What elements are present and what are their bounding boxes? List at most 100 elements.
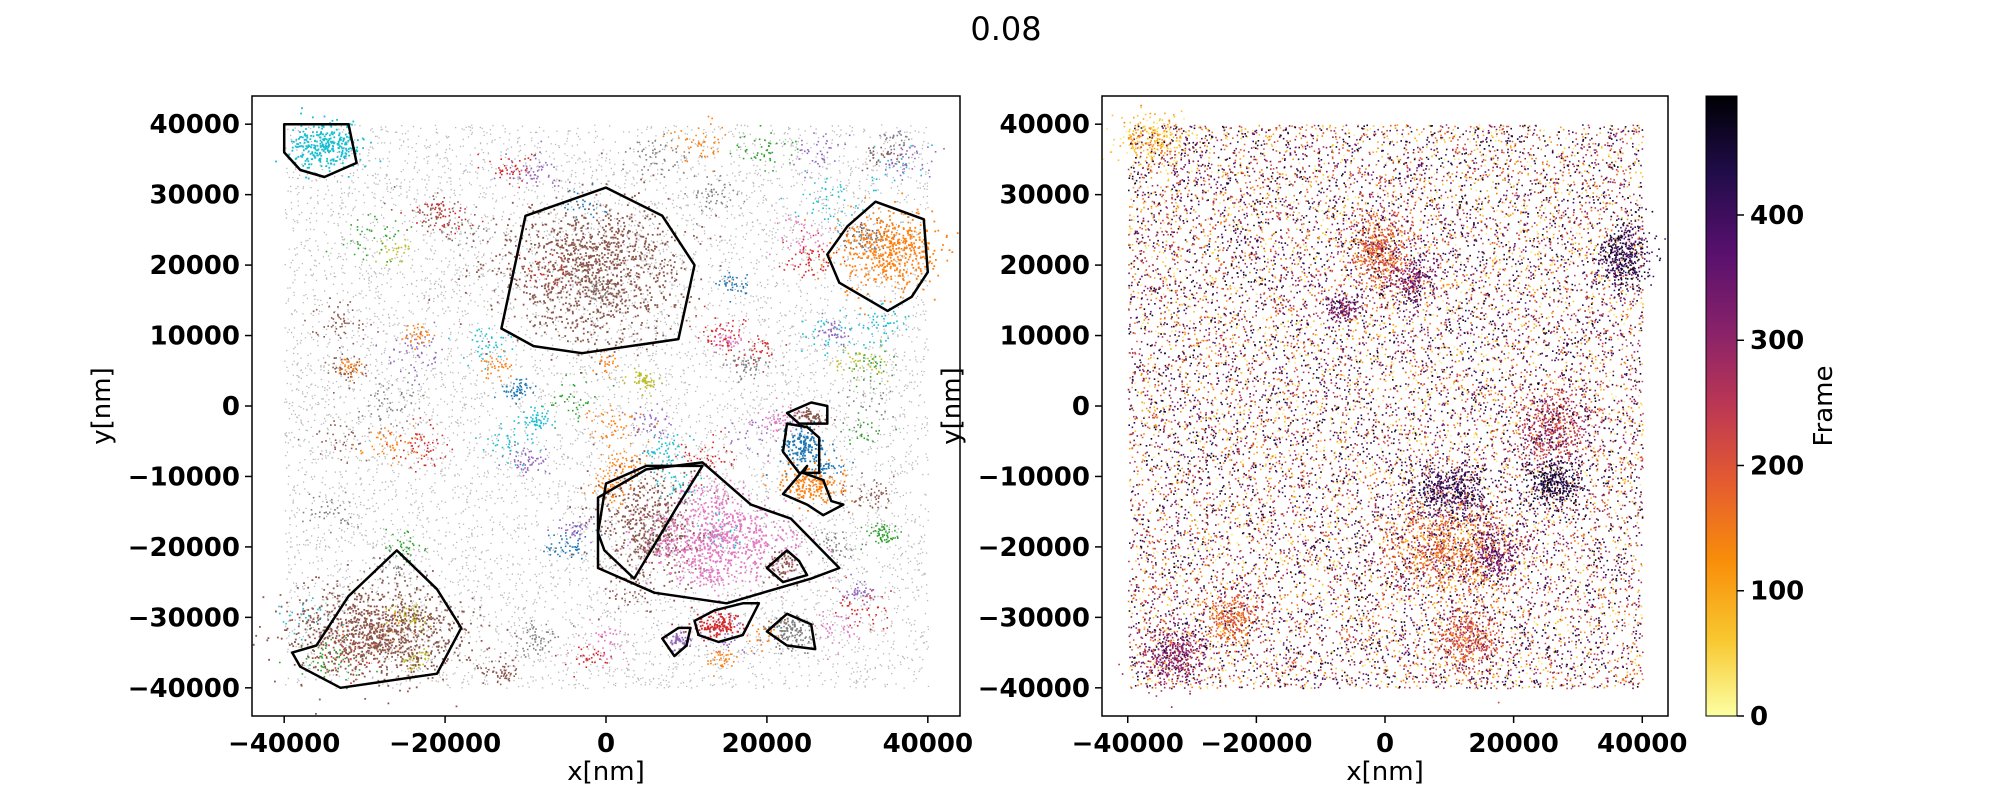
cluster-hull xyxy=(596,464,704,580)
frame-point xyxy=(1118,124,1644,697)
y-tick-label: 20000 xyxy=(1000,251,1090,281)
colorbar-tick-label: 0 xyxy=(1750,702,1768,732)
colorbar-label: Frame xyxy=(1809,365,1839,446)
small-cluster xyxy=(837,380,894,432)
small-cluster xyxy=(839,302,910,349)
y-tick-label: −10000 xyxy=(978,462,1090,492)
y-tick-label: 10000 xyxy=(1000,322,1090,352)
small-cluster xyxy=(793,132,851,179)
x-tick-label: −40000 xyxy=(228,729,340,759)
frame-point xyxy=(1127,124,1644,704)
x-tick-label: −40000 xyxy=(1072,729,1184,759)
y-tick-label: −20000 xyxy=(128,533,240,563)
small-cluster xyxy=(586,404,658,443)
y-tick-label: 0 xyxy=(222,392,240,422)
y-tick-label: 20000 xyxy=(150,251,240,281)
small-cluster xyxy=(707,649,738,677)
small-cluster xyxy=(400,648,430,671)
y-tick-label: 40000 xyxy=(150,110,240,140)
small-cluster xyxy=(860,522,902,551)
small-cluster xyxy=(480,350,513,382)
small-cluster xyxy=(699,612,776,655)
small-cluster xyxy=(622,133,703,178)
figure-title: 0.08 xyxy=(970,10,1041,48)
small-cluster xyxy=(304,297,379,349)
y-tick-label: −40000 xyxy=(128,674,240,704)
y-tick-label: 30000 xyxy=(1000,181,1090,211)
colorbar-tick-label: 300 xyxy=(1750,326,1804,356)
small-cluster xyxy=(494,378,537,405)
y-tick-label: −30000 xyxy=(128,603,240,633)
small-cluster xyxy=(627,523,694,564)
cluster-hull xyxy=(826,200,930,313)
cluster-hull xyxy=(781,464,845,517)
colorbar-gradient xyxy=(1705,95,1738,717)
cluster-hull xyxy=(661,626,692,658)
x-tick-label: 20000 xyxy=(1468,729,1558,759)
y-tick-label: 10000 xyxy=(150,322,240,352)
small-cluster xyxy=(839,219,890,249)
right-x-ticks: −40000 −20000 0 20000 40000 xyxy=(1072,716,1688,759)
x-tick-label: 40000 xyxy=(883,729,973,759)
cluster-hull xyxy=(693,602,761,644)
small-cluster xyxy=(480,656,518,686)
cluster-hull xyxy=(765,612,817,651)
small-cluster xyxy=(769,214,839,266)
cluster-hull xyxy=(290,549,463,690)
cluster-hull xyxy=(765,549,809,584)
small-cluster xyxy=(684,170,746,225)
cluster-hull xyxy=(282,122,358,179)
small-cluster xyxy=(848,350,897,390)
right-y-ticks: 40000 30000 20000 10000 0 −10000 −20000 −30000 −… xyxy=(978,110,1102,704)
small-cluster xyxy=(749,397,820,438)
y-tick-label: −20000 xyxy=(978,533,1090,563)
y-tick-label: −30000 xyxy=(978,603,1090,633)
small-cluster xyxy=(844,225,896,253)
x-tick-label: 20000 xyxy=(722,729,812,759)
x-tick-label: 40000 xyxy=(1597,729,1687,759)
frame-point xyxy=(1128,124,1662,690)
small-cluster xyxy=(588,277,616,301)
colorbar: 0 100 200 300 400 Frame xyxy=(1705,95,1839,732)
x-tick-label: 0 xyxy=(1376,729,1394,759)
small-cluster xyxy=(838,573,876,606)
right-panel: −40000 −20000 0 20000 40000 40000 30000 20000 1… xyxy=(937,95,1688,787)
cluster xyxy=(793,407,836,431)
small-cluster xyxy=(541,372,615,429)
x-tick-label: −20000 xyxy=(1200,729,1312,759)
x-tick-label: 0 xyxy=(597,729,615,759)
y-tick-label: −10000 xyxy=(128,462,240,492)
small-cluster xyxy=(401,323,436,351)
colorbar-tick-label: 200 xyxy=(1750,451,1804,481)
small-cluster xyxy=(592,346,619,379)
cluster xyxy=(252,557,518,715)
small-cluster xyxy=(801,320,856,356)
colorbar-ticks: 0 100 200 300 400 xyxy=(1737,201,1804,732)
small-cluster xyxy=(692,560,733,592)
small-cluster xyxy=(514,620,575,658)
left-background-points xyxy=(284,124,930,690)
x-tick-label: −20000 xyxy=(389,729,501,759)
cluster xyxy=(762,550,803,587)
small-cluster xyxy=(879,131,910,156)
y-tick-label: 30000 xyxy=(150,181,240,211)
right-y-axis-label: y[nm] xyxy=(937,367,967,444)
y-tick-label: 0 xyxy=(1072,392,1090,422)
small-cluster xyxy=(513,405,556,431)
colorbar-tick-label: 100 xyxy=(1750,577,1804,607)
background-point xyxy=(284,124,930,690)
cluster xyxy=(762,459,853,512)
left-x-axis-label: x[nm] xyxy=(567,757,644,787)
right-frame-points xyxy=(1102,104,1666,708)
left-y-ticks: 40000 30000 20000 10000 0 −10000 −20000 −30000 −… xyxy=(128,110,252,704)
small-cluster xyxy=(302,491,359,534)
colorbar-tick-label: 400 xyxy=(1750,201,1804,231)
small-cluster xyxy=(817,312,851,346)
cluster-hull xyxy=(500,186,696,355)
cluster-hull xyxy=(785,401,829,425)
small-cluster xyxy=(800,611,862,660)
left-y-axis-label: y[nm] xyxy=(87,367,117,444)
y-tick-label: 40000 xyxy=(1000,110,1090,140)
small-cluster xyxy=(778,230,846,279)
